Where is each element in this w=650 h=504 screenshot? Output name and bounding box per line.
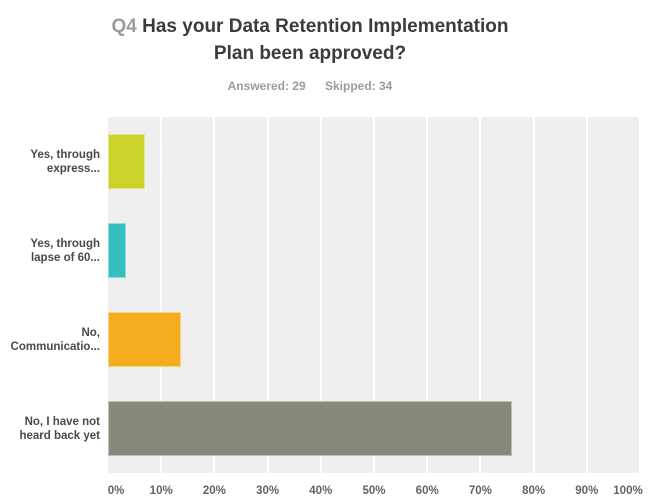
x-axis-tick-label: 0%	[107, 485, 125, 497]
category-label-line: express...	[46, 162, 100, 175]
category-label: Yes, through lapse of 60...	[0, 237, 100, 265]
gridline	[319, 117, 322, 473]
gridline	[266, 117, 269, 473]
chart-bar	[108, 401, 512, 456]
x-axis-tick-label: 10%	[149, 485, 173, 497]
response-stats: Answered: 29 Skipped: 34	[0, 79, 620, 93]
x-axis-tick-label: 20%	[202, 485, 226, 497]
category-label-line: No,	[81, 326, 100, 339]
x-axis-tick-label: 100%	[613, 485, 643, 497]
chart-bar	[108, 134, 145, 189]
category-label-line: Communicatio...	[10, 340, 100, 353]
gridline	[426, 117, 429, 473]
gridline	[479, 117, 482, 473]
question-title-line1: Q4 Has your Data Retention Implementatio…	[0, 13, 620, 40]
gridline	[532, 117, 535, 473]
gridline	[585, 117, 588, 473]
category-label: No, Communicatio...	[0, 326, 100, 354]
category-label-line: lapse of 60...	[30, 251, 100, 264]
x-axis-tick-label: 80%	[522, 485, 546, 497]
gridline	[213, 117, 216, 473]
category-label: Yes, through express...	[0, 148, 100, 176]
x-axis-tick-label: 70%	[468, 485, 492, 497]
plot-area	[108, 117, 641, 473]
category-label-line: heard back yet	[19, 429, 100, 442]
question-number: Q4	[111, 16, 137, 37]
skipped-count: Skipped: 34	[325, 79, 393, 93]
answered-count: Answered: 29	[227, 79, 306, 93]
chart-bar	[108, 312, 182, 367]
category-label-line: No, I have not	[24, 415, 100, 428]
x-axis-tick-label: 60%	[415, 485, 439, 497]
x-axis-tick-label: 40%	[309, 485, 333, 497]
question-title-text: Has your Data Retention Implementation	[142, 16, 509, 37]
category-label-line: Yes, through	[30, 148, 100, 161]
x-axis-tick-label: 50%	[362, 485, 386, 497]
gridline	[160, 117, 163, 473]
x-axis-tick-label: 90%	[575, 485, 599, 497]
gridline	[639, 117, 641, 473]
category-label: No, I have not heard back yet	[0, 415, 100, 443]
question-title-line2: Plan been approved?	[213, 43, 407, 64]
question-title: Q4 Has your Data Retention Implementatio…	[0, 13, 620, 67]
gridline	[373, 117, 375, 473]
x-axis-tick-label: 30%	[256, 485, 280, 497]
chart-bar	[108, 223, 127, 278]
category-label-line: Yes, through	[30, 237, 100, 250]
